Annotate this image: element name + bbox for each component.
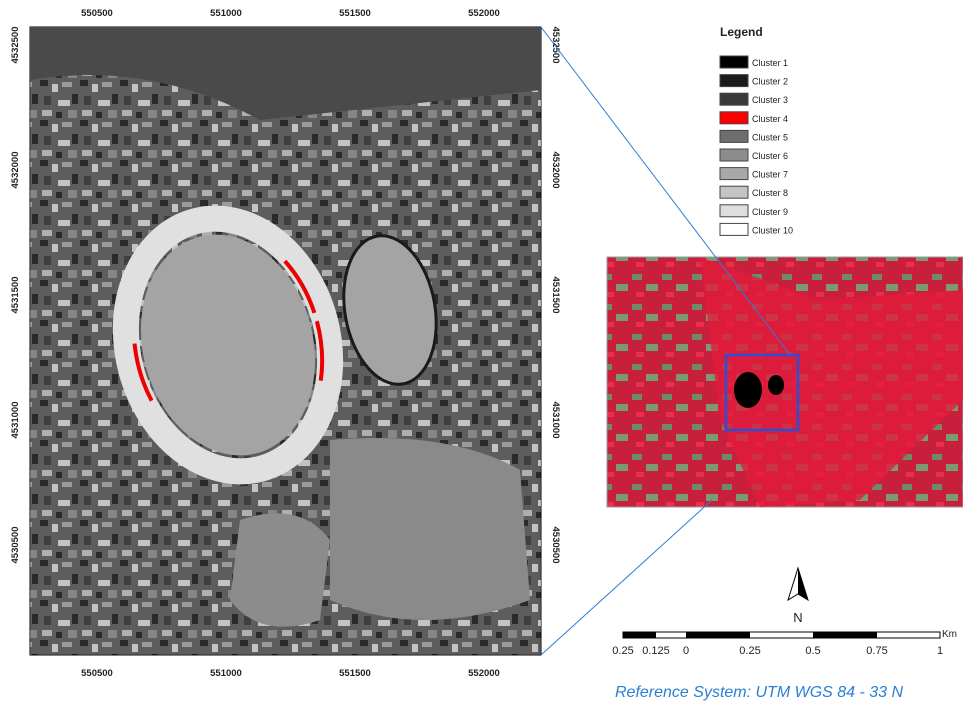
scale-label: 0.25 <box>612 645 633 657</box>
legend-swatch <box>720 130 748 142</box>
cluster-map <box>30 27 541 655</box>
x-tick-label: 551000 <box>210 668 242 679</box>
x-tick-label: 551500 <box>339 8 371 19</box>
legend-swatch <box>720 56 748 68</box>
y-tick-label: 4531500 <box>10 277 21 314</box>
legend-label: Cluster 4 <box>752 114 788 124</box>
scale-label: 0.5 <box>805 645 820 657</box>
legend: Legend Cluster 1 Cluster 2 Cluster 3 Cluste… <box>720 25 793 235</box>
legend-swatch <box>720 112 748 124</box>
legend-label: Cluster 3 <box>752 95 788 105</box>
scale-label: 0.125 <box>642 645 670 657</box>
legend-swatch <box>720 149 748 161</box>
legend-swatch <box>720 93 748 105</box>
x-tick-label: 552000 <box>468 8 500 19</box>
legend-label: Cluster 5 <box>752 132 788 142</box>
x-tick-label: 552000 <box>468 668 500 679</box>
legend-swatch <box>720 168 748 180</box>
legend-label: Cluster 7 <box>752 170 788 180</box>
y-tick-label: 4531000 <box>10 402 21 439</box>
y-tick-label: 4532500 <box>10 27 21 64</box>
legend-label: Cluster 9 <box>752 207 788 217</box>
legend-title: Legend <box>720 25 763 39</box>
y-tick-label: 4531500 <box>550 277 561 314</box>
legend-swatch <box>720 75 748 87</box>
x-tick-label: 550500 <box>81 8 113 19</box>
x-tick-label: 551000 <box>210 8 242 19</box>
scale-bar: Km 0.25 0.125 0 0.25 0.5 0.75 1 <box>612 629 957 657</box>
legend-label: Cluster 2 <box>752 77 788 87</box>
scale-label: 0.75 <box>866 645 887 657</box>
legend-swatch <box>720 186 748 198</box>
legend-label: Cluster 10 <box>752 225 793 235</box>
scale-label: 1 <box>937 645 943 657</box>
legend-label: Cluster 8 <box>752 188 788 198</box>
scale-unit: Km <box>942 629 957 640</box>
y-tick-label: 4532000 <box>550 152 561 189</box>
y-tick-label: 4532500 <box>550 27 561 64</box>
legend-label: Cluster 6 <box>752 151 788 161</box>
north-label: N <box>793 610 802 625</box>
y-tick-label: 4531000 <box>550 402 561 439</box>
inset-image <box>607 257 963 507</box>
x-tick-label: 550500 <box>81 668 113 679</box>
legend-label: Cluster 1 <box>752 58 788 68</box>
legend-swatch <box>720 223 748 235</box>
scale-label: 0 <box>683 645 689 657</box>
map-layout: 550500 550500 551000 551000 551500 551500 5520… <box>0 0 963 703</box>
legend-swatch <box>720 205 748 217</box>
north-arrow: N <box>788 568 808 625</box>
y-tick-label: 4530500 <box>550 527 561 564</box>
reference-system: Reference System: UTM WGS 84 - 33 N <box>615 684 904 701</box>
y-tick-label: 4532000 <box>10 152 21 189</box>
x-tick-label: 551500 <box>339 668 371 679</box>
scale-label: 0.25 <box>739 645 760 657</box>
y-tick-label: 4530500 <box>10 527 21 564</box>
